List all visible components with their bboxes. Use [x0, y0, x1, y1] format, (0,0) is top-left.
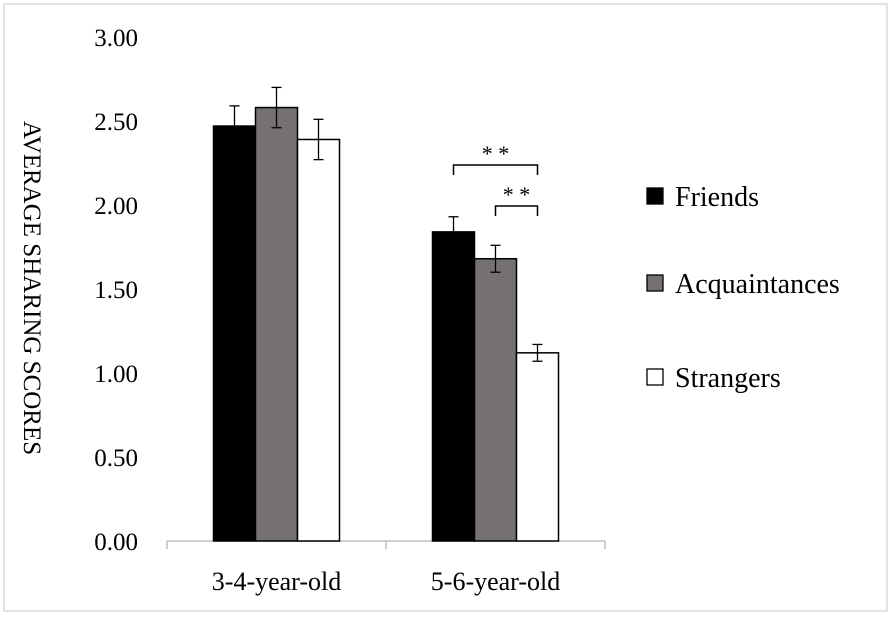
- legend-label: Friends: [675, 182, 759, 213]
- legend-swatch: [646, 274, 664, 292]
- significance-annotations: * * * *: [452, 141, 539, 216]
- legend-swatch: [646, 187, 664, 205]
- legend: Friends Acquaintances Strangers: [646, 182, 840, 394]
- y-tick-label: 2.50: [94, 109, 138, 136]
- significance-bracket: [452, 164, 539, 175]
- legend-label: Strangers: [675, 363, 781, 394]
- significance-label: * *: [503, 182, 531, 207]
- error-bars: [229, 86, 543, 362]
- x-tick-label: 3-4-year-old: [212, 567, 341, 596]
- bar: [515, 352, 560, 542]
- x-tick-label: 5-6-year-old: [431, 567, 560, 596]
- y-tick-label: 1.50: [94, 277, 138, 304]
- y-tick-label: 1.00: [94, 361, 138, 388]
- legend-label: Acquaintances: [675, 269, 840, 300]
- y-tick-label: 3.00: [94, 25, 138, 52]
- bar: [212, 125, 257, 542]
- y-ticks: 0.00 0.50 1.00 1.50 2.00 2.50 3.00: [94, 25, 138, 556]
- bar: [296, 138, 341, 542]
- y-axis-label: AVERAGE SHARING SCORES: [18, 121, 45, 455]
- legend-swatch: [646, 368, 664, 386]
- y-tick-label: 0.00: [94, 529, 138, 556]
- bars: [212, 106, 560, 542]
- significance-bracket: [494, 205, 539, 216]
- y-tick-label: 0.50: [94, 445, 138, 472]
- significance-label: * *: [482, 141, 510, 166]
- y-tick-label: 2.00: [94, 193, 138, 220]
- bar: [431, 231, 476, 542]
- bar: [254, 106, 299, 542]
- bar: [473, 258, 518, 542]
